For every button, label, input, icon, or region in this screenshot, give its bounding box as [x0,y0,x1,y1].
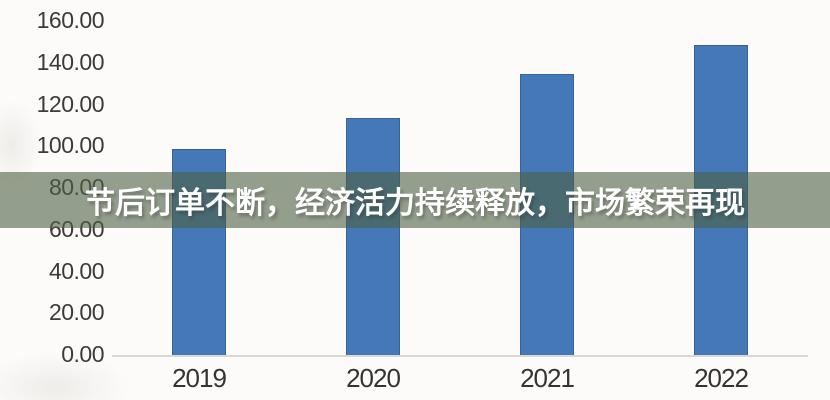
headline-banner: 节后订单不断，经济活力持续释放，市场繁荣再现 [0,172,830,228]
x-tick-label: 2019 [172,363,227,393]
x-tick-label: 2020 [346,363,401,393]
y-tick-label: 40.00 [48,257,105,284]
y-tick-label: 140.00 [36,48,105,75]
y-tick-label: 160.00 [36,7,105,33]
x-tick-label: 2021 [520,363,575,393]
y-tick-label: 20.00 [48,299,105,326]
x-axis-line [112,355,808,357]
headline-text: 节后订单不断，经济活力持续释放，市场繁荣再现 [85,186,745,221]
y-tick-label: 0.00 [61,341,104,367]
bar-2020 [346,118,400,356]
y-tick-label: 120.00 [36,90,105,117]
x-tick-label: 2022 [694,363,749,393]
y-tick-label: 100.00 [36,132,105,159]
